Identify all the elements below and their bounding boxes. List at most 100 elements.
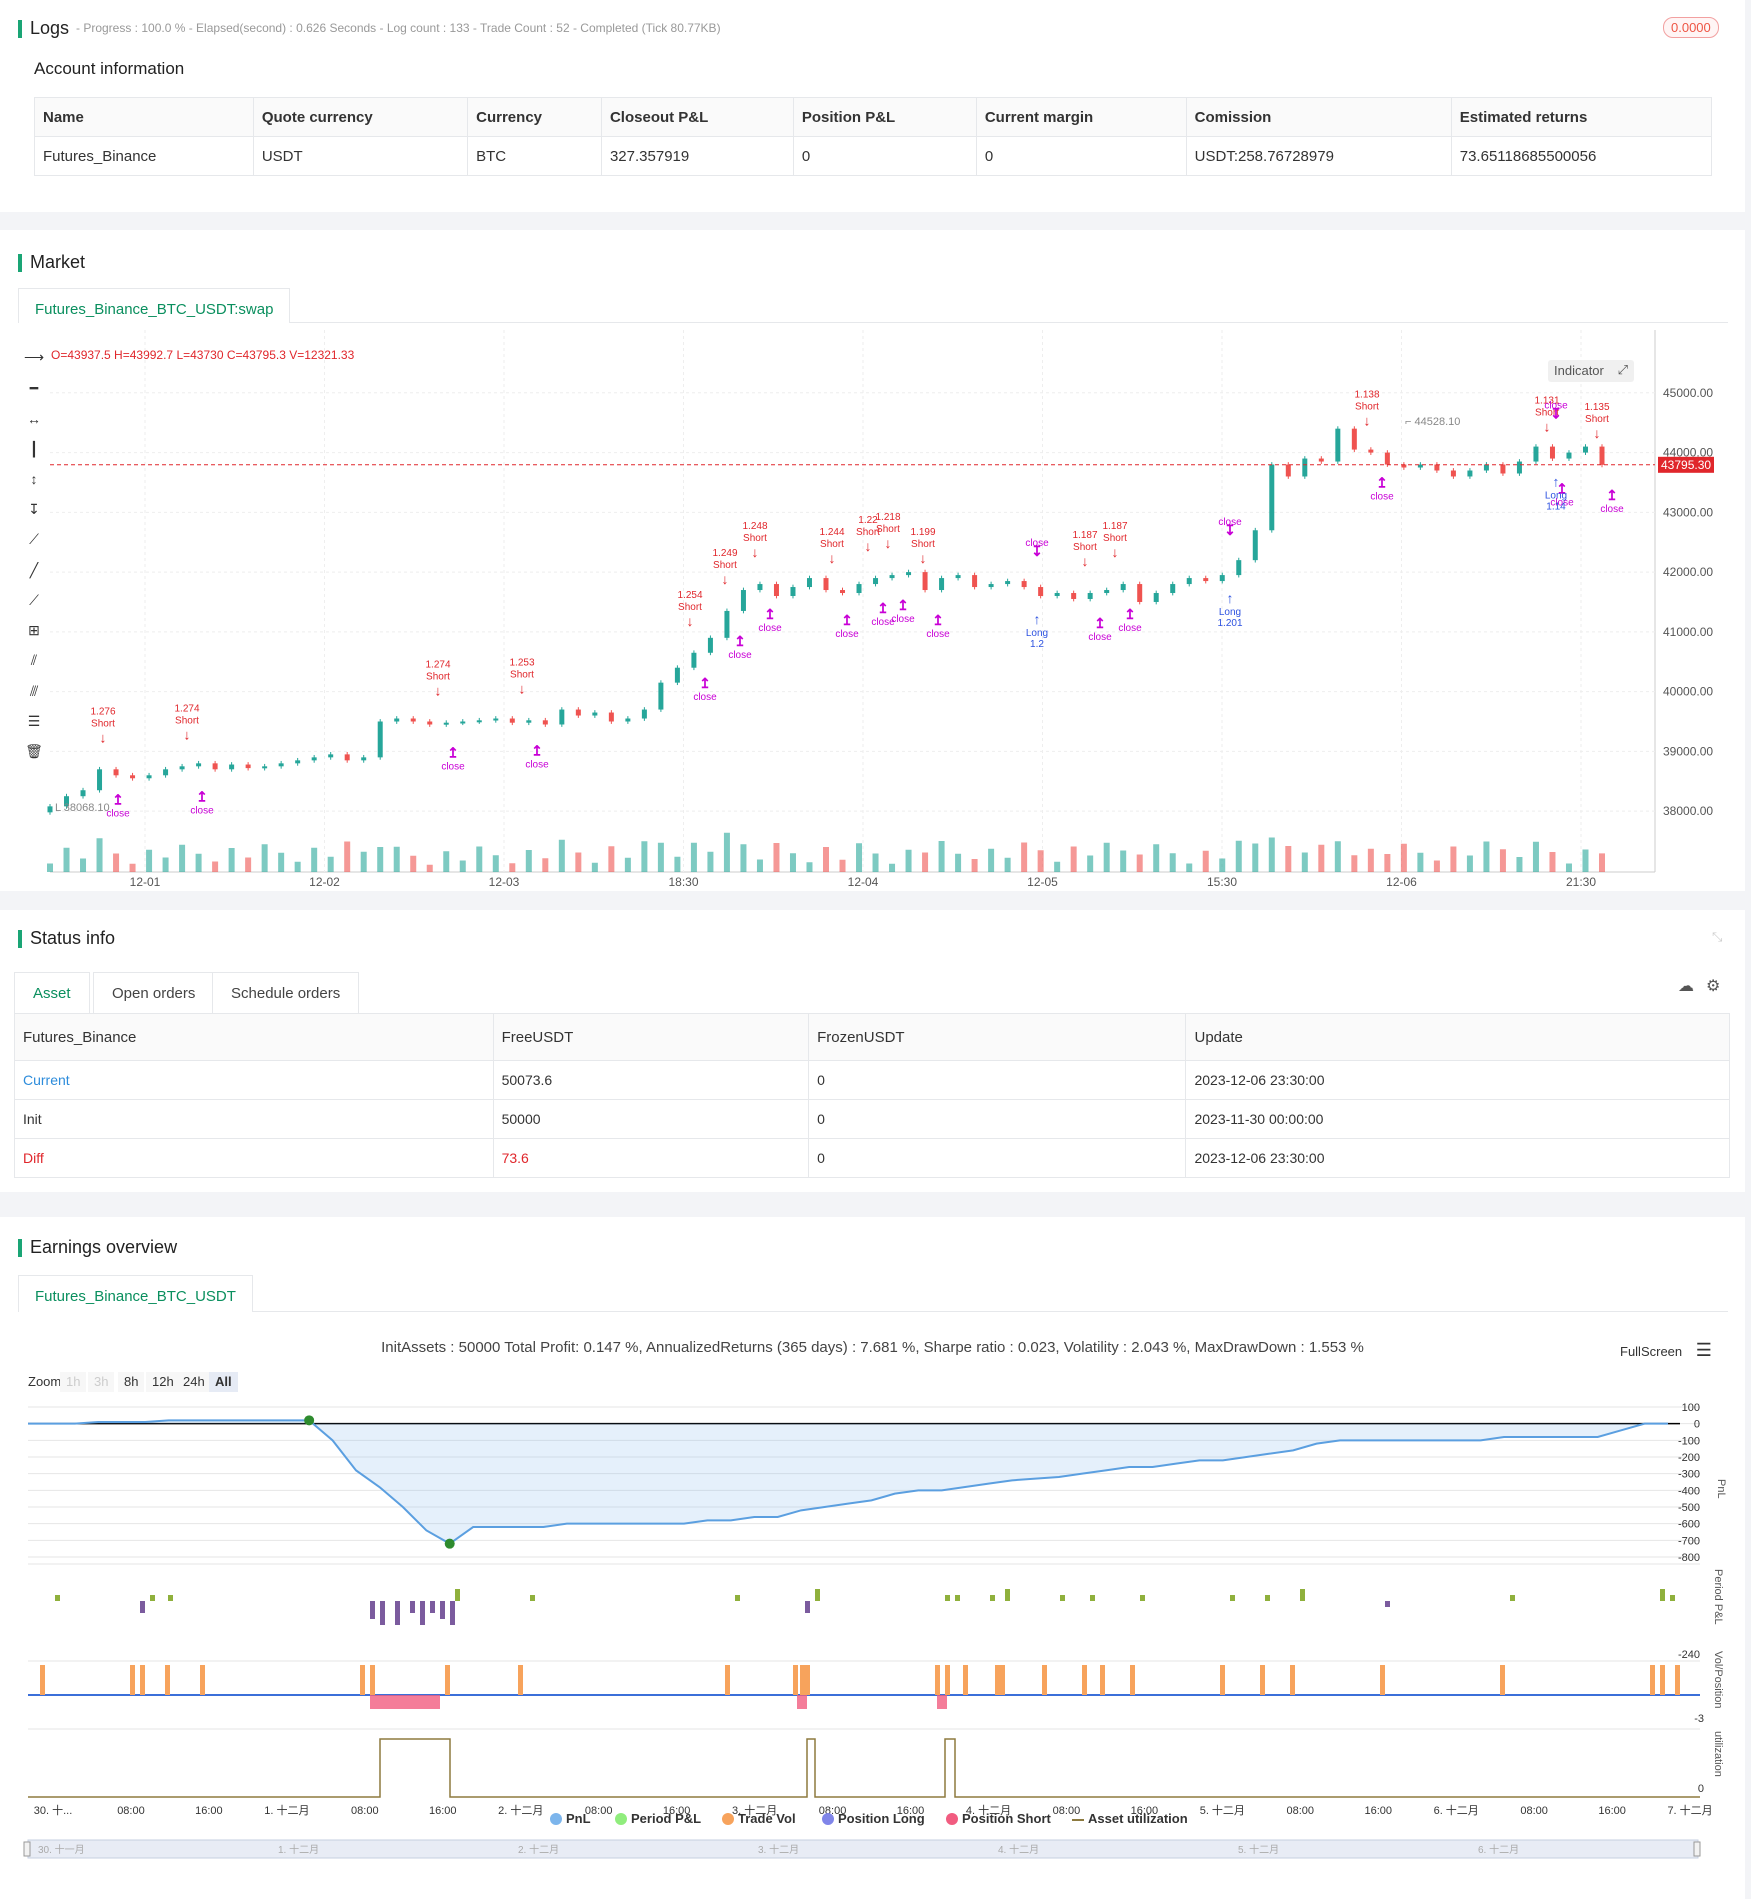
short-arrow-icon[interactable]: ↓	[1112, 544, 1119, 560]
close-arrow-icon[interactable]: ↥	[1606, 487, 1618, 503]
legend-item[interactable]: PnL	[550, 1811, 591, 1826]
short-arrow-icon[interactable]: ↓	[722, 571, 729, 587]
candle-body	[443, 722, 449, 725]
short-arrow-icon[interactable]: ↓	[184, 726, 191, 742]
tab-open-orders[interactable]: Open orders	[93, 972, 215, 1014]
close-arrow-icon[interactable]: ↧	[1031, 543, 1043, 559]
tab-market-symbol[interactable]: Futures_Binance_BTC_USDT:swap	[18, 288, 291, 323]
close-arrow-icon[interactable]: ↥	[1556, 481, 1568, 497]
close-arrow-icon[interactable]: ↥	[196, 788, 208, 804]
short-arrow-icon[interactable]: ↓	[1364, 413, 1371, 429]
legend-item[interactable]: Asset utilization	[1072, 1811, 1188, 1826]
expand-icon[interactable]: ⤢	[1617, 362, 1628, 377]
legend-item[interactable]: Trade Vol	[722, 1811, 796, 1826]
trend-line-icon[interactable]: ⟋	[29, 531, 39, 547]
horizontal-ray-icon[interactable]: ⟶	[24, 349, 45, 365]
tab-schedule-orders[interactable]: Schedule orders	[212, 972, 360, 1014]
fib-levels-icon[interactable]: ☰	[27, 713, 41, 729]
close-arrow-icon[interactable]: ↥	[447, 745, 459, 761]
cloud-download-icon[interactable]: ☁	[1678, 978, 1694, 995]
short-arrow-icon[interactable]: ↓	[435, 683, 442, 699]
close-arrow-icon[interactable]: ↥	[1094, 615, 1106, 631]
zoom-12h-button[interactable]: 12h	[146, 1372, 180, 1392]
zoom-label: Zoom	[28, 1374, 62, 1389]
close-arrow-icon[interactable]: ↥	[112, 791, 124, 807]
short-arrow-icon[interactable]: ↓	[1594, 425, 1601, 441]
long-arrow-icon[interactable]: ↑	[1227, 590, 1234, 606]
vertical-segment-icon[interactable]: ↕	[30, 471, 38, 487]
candle-body	[773, 584, 779, 596]
navigator-right-handle[interactable]	[1693, 1841, 1701, 1857]
zoom-All-button[interactable]: All	[209, 1372, 238, 1392]
short-arrow-icon[interactable]: ↓	[829, 550, 836, 566]
short-arrow-icon[interactable]: ↓	[865, 538, 872, 554]
zoom-24h-button[interactable]: 24h	[177, 1372, 211, 1392]
short-arrow-icon[interactable]: ↓	[687, 613, 694, 629]
menu-icon[interactable]: ☰	[1695, 1340, 1712, 1360]
collapse-icon[interactable]: ⤡	[1712, 929, 1723, 944]
logs-title: Logs	[18, 18, 69, 39]
close-arrow-icon[interactable]: ↥	[764, 606, 776, 622]
trade-vol-bar	[370, 1665, 375, 1695]
close-arrow-icon[interactable]: ↧	[1224, 522, 1236, 538]
asset-header-cell: FrozenUSDT	[808, 1013, 1187, 1061]
zoom-3h-button[interactable]: 3h	[88, 1372, 115, 1392]
short-arrow-icon[interactable]: ↓	[519, 680, 526, 696]
legend-item[interactable]: Position Short	[946, 1811, 1051, 1826]
segment-line-icon[interactable]: ⟋	[29, 592, 39, 608]
short-arrow-icon[interactable]: ↓	[752, 544, 759, 560]
zoom-1h-button[interactable]: 1h	[60, 1372, 87, 1392]
x-tick-label: 08:00	[117, 1805, 145, 1817]
volume-bar	[360, 851, 367, 872]
volume-bar	[1202, 850, 1209, 872]
tab-earnings-symbol[interactable]: Futures_Binance_BTC_USDT	[18, 1275, 253, 1312]
earnings-chart[interactable]: 100 0 -100 -200 -300 -400 -500 -600 -700 -800 PnL -…	[0, 1399, 1745, 1899]
close-arrow-icon[interactable]: ↥	[897, 597, 909, 613]
vertical-ray-icon[interactable]: ↧	[28, 501, 40, 517]
vol-tick-label: -3	[1694, 1713, 1704, 1725]
fullscreen-button[interactable]: FullScreen ☰	[1620, 1340, 1712, 1361]
price-label-icon[interactable]: ⊞	[28, 622, 40, 638]
close-arrow-icon[interactable]: ↥	[699, 675, 711, 691]
trade-vol-bar	[445, 1665, 450, 1695]
parallel-channel-icon[interactable]: ⫽	[30, 652, 38, 668]
indicator-button[interactable]: Indicator ⤢	[1548, 360, 1634, 382]
close-arrow-icon[interactable]: ↥	[1124, 606, 1136, 622]
short-arrow-icon[interactable]: ↓	[100, 729, 107, 745]
close-arrow-icon[interactable]: ↧	[1550, 406, 1562, 422]
navigator-left-handle[interactable]	[23, 1841, 31, 1857]
fibonacci-icon[interactable]: ⫻	[29, 683, 39, 699]
short-arrow-icon[interactable]: ↓	[1544, 419, 1551, 435]
short-arrow-icon[interactable]: ↓	[920, 550, 927, 566]
short-arrow-icon[interactable]: ↓	[885, 535, 892, 551]
gear-icon[interactable]: ⚙	[1706, 978, 1721, 995]
trash-icon[interactable]: 🗑	[25, 743, 43, 759]
close-arrow-icon[interactable]: ↥	[841, 612, 853, 628]
volume-bar	[608, 846, 615, 872]
close-arrow-icon[interactable]: ↥	[877, 600, 889, 616]
volume-bar	[889, 863, 896, 872]
candle-body	[1516, 461, 1522, 474]
close-arrow-icon[interactable]: ↥	[734, 633, 746, 649]
candlestick-chart[interactable]: 45000.00 44000.00 43000.00 42000.00 41000.00…	[0, 230, 1745, 891]
horizontal-line-icon[interactable]: ━	[29, 380, 39, 396]
tab-asset[interactable]: Asset	[14, 972, 90, 1014]
ray-line-icon[interactable]: ╱	[29, 562, 39, 578]
legend-item[interactable]: Position Long	[822, 1811, 925, 1826]
legend-item[interactable]: Period P&L	[615, 1811, 701, 1826]
close-arrow-icon[interactable]: ↥	[1376, 475, 1388, 491]
logs-badge[interactable]: 0.0000	[1663, 17, 1719, 38]
long-arrow-icon[interactable]: ↑	[1553, 474, 1560, 490]
trade-side-label: Short	[876, 524, 900, 535]
trade-value-label: 1.218	[875, 512, 900, 523]
candle-body	[1351, 428, 1357, 450]
long-arrow-icon[interactable]: ↑	[1034, 611, 1041, 627]
pnl-tick-label: -300	[1678, 1469, 1700, 1481]
vertical-line-icon[interactable]: ┃	[29, 441, 39, 457]
close-arrow-icon[interactable]: ↥	[531, 742, 543, 758]
close-arrow-icon[interactable]: ↥	[932, 612, 944, 628]
zoom-8h-button[interactable]: 8h	[118, 1372, 145, 1392]
candle-body	[311, 757, 317, 761]
short-arrow-icon[interactable]: ↓	[1082, 553, 1089, 569]
horizontal-segment-icon[interactable]: ↔	[27, 411, 41, 427]
